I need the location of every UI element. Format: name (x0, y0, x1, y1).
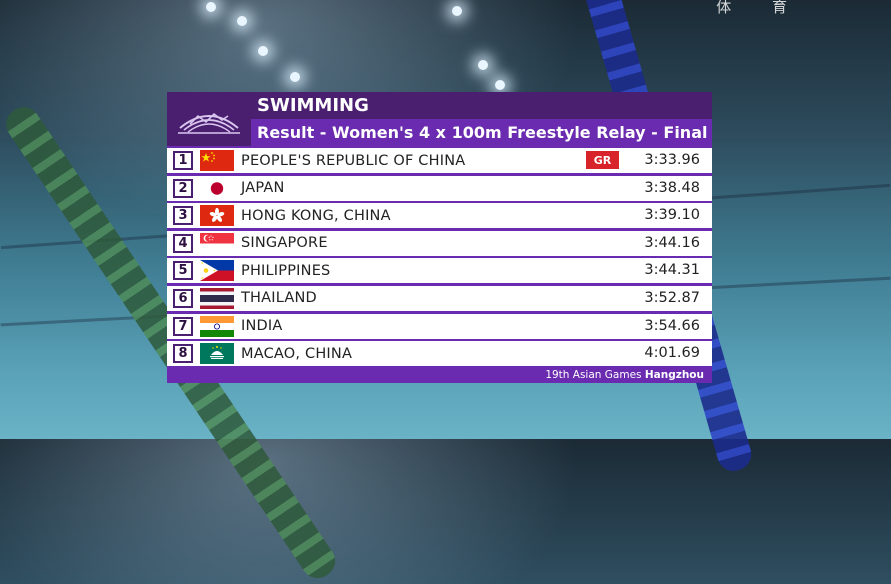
china-flag-icon (200, 150, 234, 171)
result-time: 3:44.16 (644, 234, 700, 251)
country-name: PEOPLE'S REPUBLIC OF CHINA (241, 152, 466, 169)
result-time: 4:01.69 (644, 345, 700, 362)
host-city: Hangzhou (644, 369, 704, 382)
result-time: 3:54.66 (644, 317, 700, 334)
country-name: SINGAPORE (241, 235, 328, 252)
result-row: 6 THAILAND 3:52.87 (167, 285, 712, 311)
singapore-flag-icon (200, 232, 234, 254)
india-flag-icon (200, 315, 234, 337)
thailand-flag-icon (200, 287, 234, 309)
result-time: 3:44.31 (644, 262, 700, 279)
result-row: 3 HONG KONG, CHINA 3:39.10 (167, 203, 712, 229)
channel-watermark: 体 育 (716, 0, 805, 16)
rank-label: 7 (173, 316, 193, 336)
rank-label: 4 (173, 233, 193, 253)
result-row: 7 INDIA 3:54.66 (167, 313, 712, 339)
sport-title: SWIMMING (251, 92, 712, 119)
country-name: THAILAND (241, 290, 317, 307)
results-header: SWIMMING Result - Women's 4 x 100m Frees… (167, 92, 712, 146)
result-row: 4 SINGAPORE 3:44.16 (167, 230, 712, 256)
country-name: PHILIPPINES (241, 262, 331, 279)
japan-flag-icon (200, 177, 234, 199)
macao-flag-icon (200, 343, 234, 365)
rank-label: 8 (173, 344, 193, 364)
rank-label: 5 (173, 261, 193, 281)
result-row: 5 PHILIPPINES 3:44.31 (167, 258, 712, 284)
results-panel: SWIMMING Result - Women's 4 x 100m Frees… (167, 92, 712, 384)
games-record-badge: GR (586, 151, 619, 169)
country-name: MACAO, CHINA (241, 345, 353, 362)
result-row: 2 JAPAN 3:38.48 (167, 175, 712, 201)
result-time: 3:33.96 (644, 152, 700, 168)
philippines-flag-icon (200, 260, 234, 282)
result-time: 3:52.87 (644, 289, 700, 306)
rank-label: 2 (173, 178, 193, 198)
games-name: 19th Asian Games (545, 369, 642, 382)
results-list: 1 PEOPLE'S REPUBLIC OF CHINA GR 3:33.96 … (167, 146, 712, 368)
country-name: HONG KONG, CHINA (241, 207, 391, 224)
result-row: 1 PEOPLE'S REPUBLIC OF CHINA GR 3:33.96 (167, 148, 712, 173)
rank-label: 1 (173, 151, 193, 170)
hangzhou-asian-games-logo-icon (167, 92, 251, 146)
result-time: 3:39.10 (644, 207, 700, 224)
result-time: 3:38.48 (644, 179, 700, 196)
hong-kong-flag-icon (200, 205, 234, 227)
rank-label: 3 (173, 206, 193, 226)
country-name: INDIA (241, 318, 283, 335)
result-row: 8 MACAO, CHINA 4:01.69 (167, 341, 712, 367)
rank-label: 6 (173, 288, 193, 308)
country-name: JAPAN (241, 180, 285, 197)
event-title: Result - Women's 4 x 100m Freestyle Rela… (251, 119, 712, 146)
games-footer: 19th Asian Games Hangzhou (167, 367, 712, 384)
